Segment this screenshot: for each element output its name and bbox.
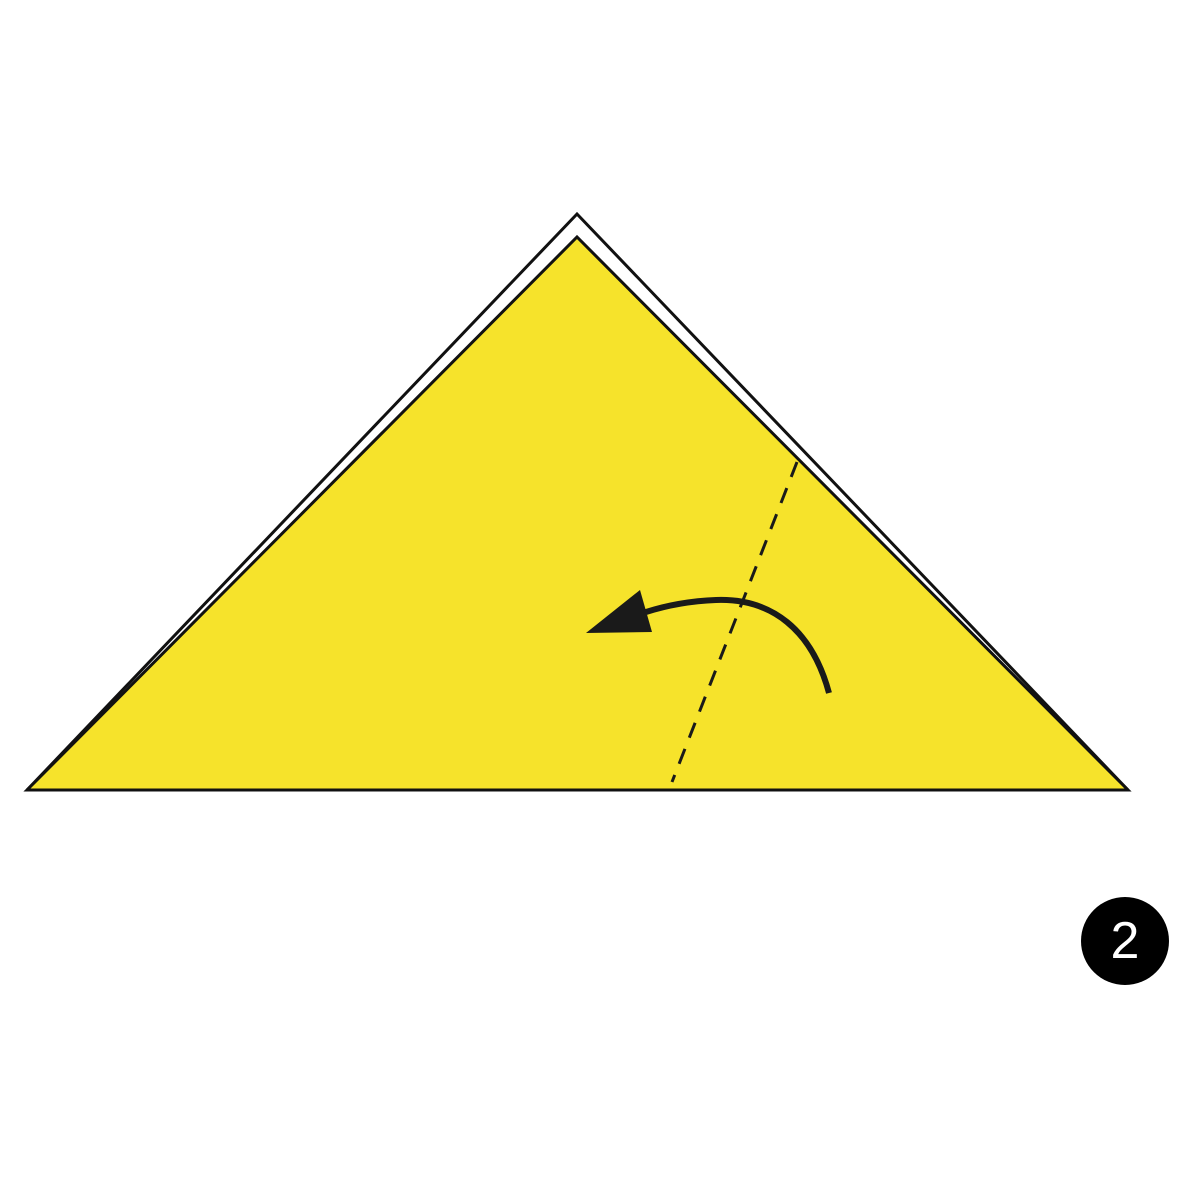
paper-triangle	[23, 234, 1132, 792]
back-layer-outline	[25, 211, 1130, 792]
curved-arrow-left-icon	[586, 590, 832, 694]
step-number-badge: 2	[1081, 897, 1169, 985]
fold-line	[670, 461, 799, 783]
step-number: 2	[1110, 912, 1140, 970]
